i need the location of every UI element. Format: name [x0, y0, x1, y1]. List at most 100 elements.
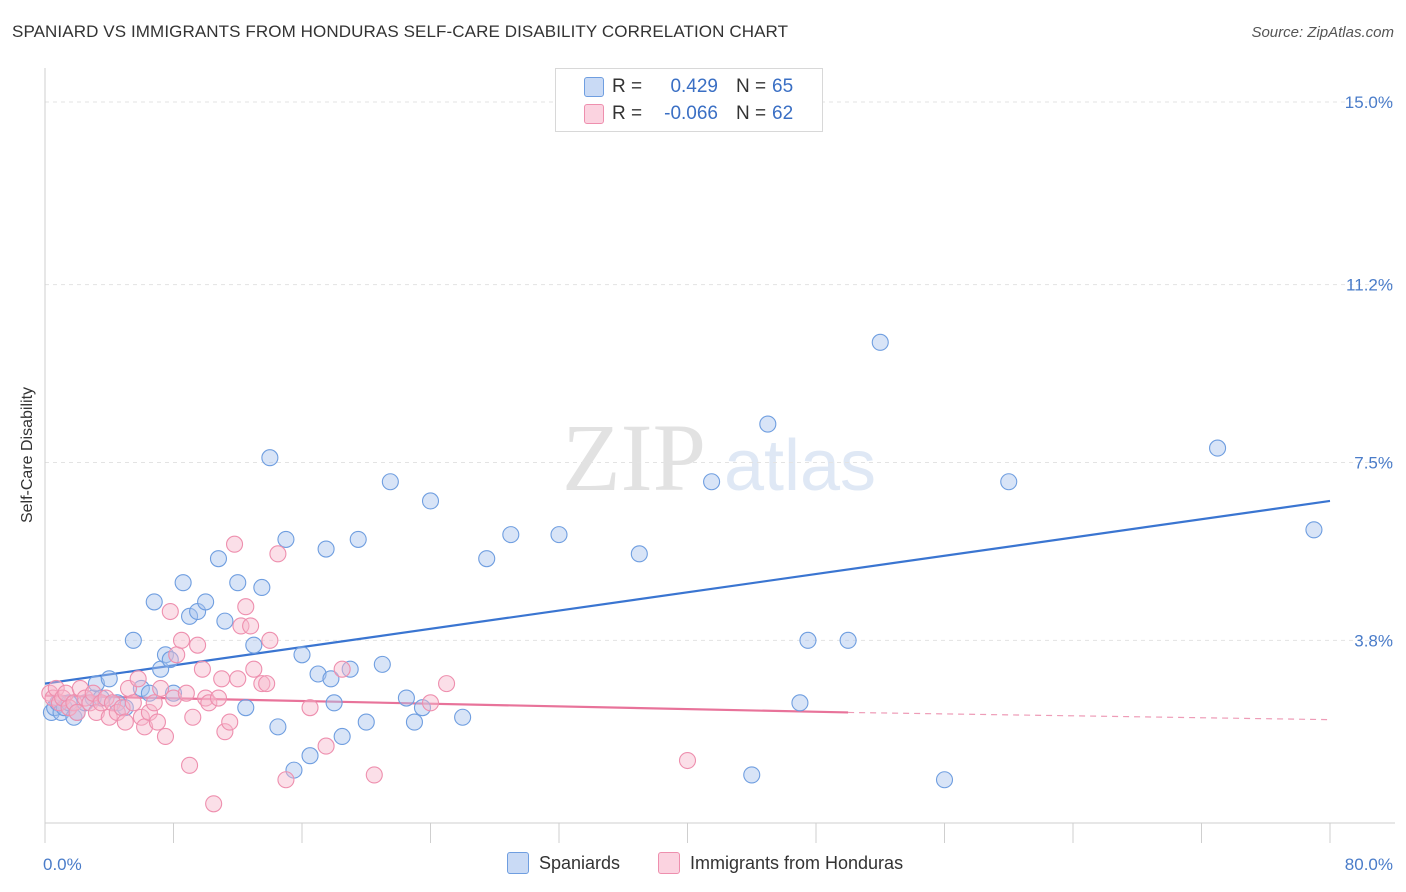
point-honduras	[181, 756, 199, 774]
axes	[44, 68, 1395, 843]
point-spaniards	[421, 492, 440, 510]
zipatlas-watermark: ZIP atlas	[562, 404, 876, 511]
point-honduras	[197, 689, 215, 707]
point-spaniards	[799, 631, 817, 649]
trend-line-honduras-extension	[848, 711, 1331, 721]
y-tick-label: 3.8%	[1354, 631, 1393, 650]
point-honduras	[113, 699, 131, 717]
point-spaniards	[145, 593, 163, 611]
point-honduras	[213, 670, 231, 688]
legend-label-spaniards: Spaniards	[539, 852, 621, 873]
point-honduras	[164, 689, 183, 707]
point-honduras	[145, 694, 163, 712]
point-spaniards	[229, 574, 247, 592]
tick-labels: 3.8% 7.5% 11.2% 15.0% 0.0% 80.0%	[43, 93, 1393, 874]
point-honduras	[421, 694, 440, 712]
point-honduras	[100, 708, 118, 726]
point-spaniards	[935, 771, 954, 789]
stats-row-honduras: R = -0.066 N = 62	[556, 101, 822, 127]
point-spaniards	[269, 718, 287, 736]
stats-n-label: N =	[736, 103, 767, 124]
point-honduras	[237, 598, 255, 616]
point-spaniards	[124, 631, 142, 649]
point-spaniards	[454, 708, 472, 726]
stats-r-value: 0.429	[670, 76, 718, 97]
point-honduras	[261, 631, 279, 649]
grid-lines	[45, 101, 1395, 641]
point-honduras	[258, 675, 276, 693]
chart-title: SPANIARD VS IMMIGRANTS FROM HONDURAS SEL…	[12, 22, 789, 41]
point-honduras	[161, 602, 179, 621]
point-spaniards	[1000, 473, 1018, 491]
point-honduras	[156, 727, 175, 746]
stats-n-value: 62	[772, 103, 794, 124]
point-spaniards	[164, 684, 183, 702]
point-honduras	[103, 694, 122, 712]
point-honduras	[71, 679, 89, 697]
correlation-stats-box: R = 0.429 N = 65 R = -0.066 N = 62	[555, 68, 823, 132]
point-spaniards	[381, 473, 399, 491]
point-spaniards	[100, 670, 118, 688]
point-honduras	[225, 535, 244, 553]
point-honduras	[76, 689, 94, 707]
point-spaniards	[413, 699, 432, 717]
point-honduras	[50, 694, 69, 712]
point-honduras	[177, 684, 195, 702]
point-spaniards	[373, 655, 391, 673]
point-honduras	[253, 675, 271, 693]
point-spaniards	[317, 540, 335, 558]
point-spaniards	[181, 607, 199, 625]
point-honduras	[87, 703, 105, 722]
chart-source: Source: ZipAtlas.com	[1251, 24, 1394, 41]
legend-item-honduras[interactable]: Immigrants from Honduras	[658, 852, 903, 874]
point-spaniards	[397, 689, 415, 707]
stats-r-label: R =	[612, 76, 643, 97]
point-honduras	[68, 703, 86, 722]
point-honduras	[209, 689, 228, 707]
point-honduras	[301, 699, 319, 717]
stats-n-label: N =	[736, 76, 767, 97]
point-spaniards	[759, 415, 777, 433]
point-spaniards	[791, 694, 809, 712]
point-spaniards	[502, 526, 520, 544]
point-honduras	[216, 723, 234, 741]
legend-item-spaniards[interactable]: Spaniards	[507, 852, 620, 874]
point-spaniards	[550, 526, 568, 544]
point-honduras	[184, 708, 202, 726]
point-spaniards	[309, 665, 327, 683]
point-spaniards	[743, 766, 761, 784]
point-honduras	[172, 631, 191, 649]
stats-swatch-spaniards	[584, 77, 604, 97]
scatter-points	[41, 333, 1323, 813]
stats-r-value: -0.066	[664, 103, 718, 124]
point-honduras	[245, 660, 263, 678]
point-spaniards	[478, 550, 496, 568]
point-spaniards	[839, 631, 857, 649]
point-honduras	[168, 646, 186, 664]
point-honduras	[116, 713, 134, 731]
watermark-zip: ZIP	[562, 404, 706, 511]
point-honduras	[132, 708, 150, 726]
point-honduras	[54, 689, 72, 707]
point-spaniards	[245, 636, 263, 654]
point-spaniards	[140, 684, 158, 702]
point-spaniards	[261, 449, 279, 467]
point-spaniards	[1209, 439, 1227, 457]
stats-row-spaniards: R = 0.429 N = 65	[556, 74, 822, 100]
point-honduras	[277, 771, 295, 789]
point-spaniards	[132, 679, 150, 697]
point-spaniards	[405, 713, 423, 731]
y-tick-label: 11.2%	[1346, 276, 1393, 295]
stats-r-label: R =	[612, 103, 643, 124]
point-honduras	[317, 737, 335, 755]
point-honduras	[189, 636, 207, 654]
point-spaniards	[333, 727, 351, 746]
point-spaniards	[1305, 521, 1323, 539]
point-spaniards	[301, 747, 319, 765]
point-spaniards	[703, 473, 721, 491]
point-spaniards	[325, 694, 343, 712]
point-honduras	[152, 679, 170, 697]
point-spaniards	[293, 646, 311, 664]
point-spaniards	[322, 670, 340, 688]
point-spaniards	[357, 713, 375, 731]
